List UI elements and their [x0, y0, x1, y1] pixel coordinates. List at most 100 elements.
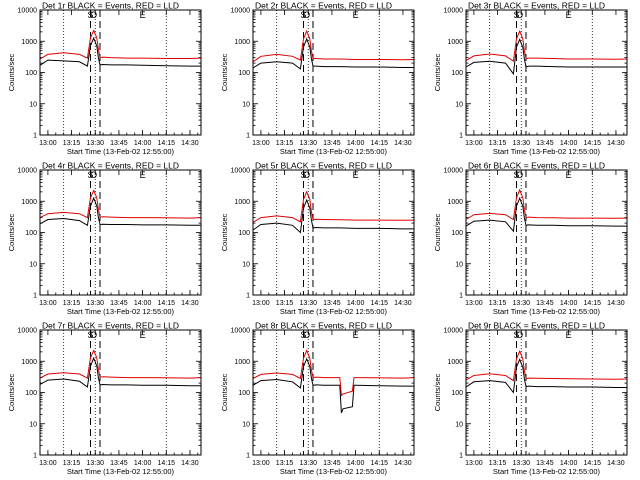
event-marker-label: S [88, 330, 94, 340]
y-tick-label: 10000 [231, 328, 251, 335]
x-tick-label: 14:30 [607, 460, 625, 467]
y-tick-label: 10 [242, 421, 250, 428]
x-tick-label: 14:15 [158, 460, 176, 467]
x-tick-label: 13:45 [110, 300, 128, 307]
event-marker-label: O [516, 10, 523, 20]
series-line-lld [465, 349, 628, 382]
x-tick-label: 13:15 [276, 460, 294, 467]
x-tick-label: 14:30 [181, 300, 199, 307]
x-axis-label: Start Time (13-Feb-02 12:55:00) [280, 467, 388, 476]
panel-title: Det 4r BLACK = Events, RED = LLD [42, 161, 179, 171]
x-tick-label: 13:15 [489, 460, 507, 467]
series-line-events [39, 356, 201, 388]
x-axis-label: Start Time (13-Feb-02 12:55:00) [493, 307, 601, 316]
x-tick-label: 13:15 [276, 140, 294, 147]
x-tick-label: 14:15 [158, 300, 176, 307]
event-marker-label: S [301, 170, 307, 180]
plot-frame [252, 329, 415, 456]
x-tick-label: 14:15 [584, 300, 602, 307]
panel-title: Det 1r BLACK = Events, RED = LLD [42, 1, 179, 11]
series-line-lld [39, 29, 202, 60]
plot-frame [465, 329, 628, 456]
event-marker-label: S [514, 170, 520, 180]
y-tick-label: 1 [459, 133, 463, 140]
y-tick-label: 1000 [234, 199, 250, 206]
y-tick-label: 10 [455, 421, 463, 428]
y-tick-label: 100 [238, 230, 250, 237]
event-marker-label: S [88, 170, 94, 180]
event-marker-label: S [301, 10, 307, 20]
y-tick-label: 100 [451, 230, 463, 237]
x-tick-label: 13:30 [86, 460, 104, 467]
x-axis-label: Start Time (13-Feb-02 12:55:00) [493, 147, 601, 156]
x-axis-label: Start Time (13-Feb-02 12:55:00) [280, 147, 388, 156]
x-tick-label: 13:45 [110, 460, 128, 467]
y-tick-label: 1 [33, 293, 37, 300]
panel-title: Det 2r BLACK = Events, RED = LLD [255, 1, 392, 11]
y-tick-label: 1000 [21, 359, 37, 366]
detector-panel: Det 2r BLACK = Events, RED = LLD 1 10 100 10… [220, 1, 415, 156]
y-axis-label: Counts/sec [7, 53, 16, 91]
x-tick-label: 14:15 [371, 460, 389, 467]
y-tick-label: 10000 [444, 328, 464, 335]
event-marker-label: E [566, 10, 572, 20]
y-axis-label: Counts/sec [220, 373, 229, 411]
x-tick-label: 14:00 [347, 460, 365, 467]
y-tick-label: 1000 [447, 359, 463, 366]
series-line-events [39, 196, 201, 227]
event-marker-label: S [88, 10, 94, 20]
y-axis-label: Counts/sec [433, 213, 442, 251]
event-marker-label: E [566, 330, 572, 340]
y-tick-label: 100 [238, 390, 250, 397]
y-tick-label: 10 [455, 261, 463, 268]
x-tick-label: 14:15 [371, 300, 389, 307]
detector-panel: Det 1r BLACK = Events, RED = LLD 1 10 100 10… [7, 1, 202, 156]
panel-title: Det 6r BLACK = Events, RED = LLD [468, 161, 605, 171]
x-tick-label: 13:30 [86, 300, 104, 307]
y-axis-label: Counts/sec [433, 373, 442, 411]
x-tick-label: 13:45 [323, 300, 341, 307]
y-tick-label: 10000 [231, 168, 251, 175]
event-marker-label: E [140, 330, 146, 340]
y-tick-label: 1000 [21, 39, 37, 46]
event-marker-label: S [301, 330, 307, 340]
plot-frame [39, 9, 202, 136]
x-tick-label: 14:30 [181, 140, 199, 147]
y-axis-label: Counts/sec [7, 373, 16, 411]
x-tick-label: 13:00 [465, 300, 483, 307]
event-marker-label: E [140, 170, 146, 180]
event-marker-label: E [140, 10, 146, 20]
y-tick-label: 100 [25, 70, 37, 77]
y-tick-label: 10000 [18, 328, 38, 335]
x-tick-label: 14:30 [394, 300, 412, 307]
x-tick-label: 13:00 [252, 460, 270, 467]
series-line-lld [39, 189, 202, 219]
x-tick-label: 13:00 [39, 300, 57, 307]
y-tick-label: 10000 [231, 8, 251, 15]
panel-title: Det 9r BLACK = Events, RED = LLD [468, 321, 605, 331]
y-tick-label: 1 [459, 293, 463, 300]
y-tick-label: 1 [246, 453, 250, 460]
x-tick-label: 14:00 [560, 460, 578, 467]
y-axis-label: Counts/sec [220, 213, 229, 251]
y-tick-label: 10 [455, 101, 463, 108]
y-axis-label: Counts/sec [220, 53, 229, 91]
x-tick-label: 13:30 [299, 460, 317, 467]
detector-panel: Det 3r BLACK = Events, RED = LLD 1 10 100 10… [433, 1, 628, 156]
detector-panel: Det 8r BLACK = Events, RED = LLD 1 10 100 10… [220, 321, 415, 476]
x-tick-label: 13:15 [63, 140, 81, 147]
y-tick-label: 1000 [234, 359, 250, 366]
x-tick-label: 14:00 [560, 300, 578, 307]
x-tick-label: 14:00 [134, 140, 152, 147]
plot-frame [465, 169, 628, 296]
event-marker-label: O [516, 330, 523, 340]
y-tick-label: 10 [242, 101, 250, 108]
event-marker-label: E [353, 330, 359, 340]
event-marker-label: O [303, 330, 310, 340]
x-tick-label: 14:30 [394, 460, 412, 467]
x-axis-label: Start Time (13-Feb-02 12:55:00) [493, 467, 601, 476]
event-marker-label: S [514, 330, 520, 340]
series-line-events [252, 198, 414, 234]
series-line-lld [252, 190, 415, 223]
series-line-lld [465, 188, 628, 221]
